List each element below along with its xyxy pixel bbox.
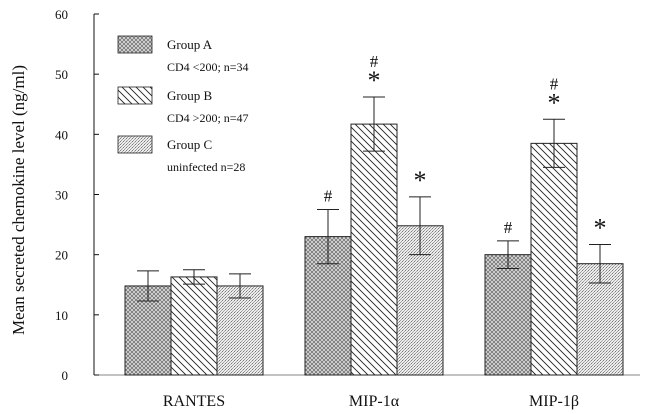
y-tick-label: 50 [55,67,68,82]
annotation: * [414,166,427,195]
y-tick-label: 20 [55,248,68,263]
legend-label: Group C [167,137,212,152]
legend-label: Group A [167,37,213,52]
x-tick-label: MIP-1β [529,393,579,410]
bar [170,276,218,376]
x-tick-label: MIP-1α [349,393,400,410]
y-tick-label: 60 [55,7,68,22]
y-tick-label: 0 [62,368,69,383]
error-bars [137,96,611,302]
legend-label: Group B [167,88,212,103]
annotation: # [370,52,379,71]
annotation: # [324,187,333,206]
x-tick-labels: RANTES MIP-1α MIP-1β [163,393,579,410]
bar [216,285,264,376]
x-tick-label: RANTES [163,393,225,410]
y-tick-label: 30 [55,188,68,203]
legend-sublabel: CD4 <200; n=34 [167,60,249,74]
legend-sublabel: CD4 >200; n=47 [167,111,249,125]
legend: Group A CD4 <200; n=34 Group B CD4 >200; n=… [117,35,249,174]
bars [124,123,624,376]
annotation: * [368,66,381,95]
legend-sublabel: uninfected n=28 [167,160,245,174]
bar [484,254,532,376]
legend-swatch [117,135,153,154]
bar [350,123,398,376]
annotation: * [548,88,561,117]
annotation: # [550,74,559,93]
bar [530,142,578,376]
y-tick-label: 10 [55,308,68,323]
legend-swatch [117,86,153,105]
annotation: # [504,218,513,237]
annotations: #*#*#*#* [324,52,607,242]
y-axis-label: Mean secreted chemokine level (ng/ml) [9,65,28,335]
annotation: * [594,213,607,242]
y-tick-label: 40 [55,127,68,142]
legend-swatch [117,35,153,54]
